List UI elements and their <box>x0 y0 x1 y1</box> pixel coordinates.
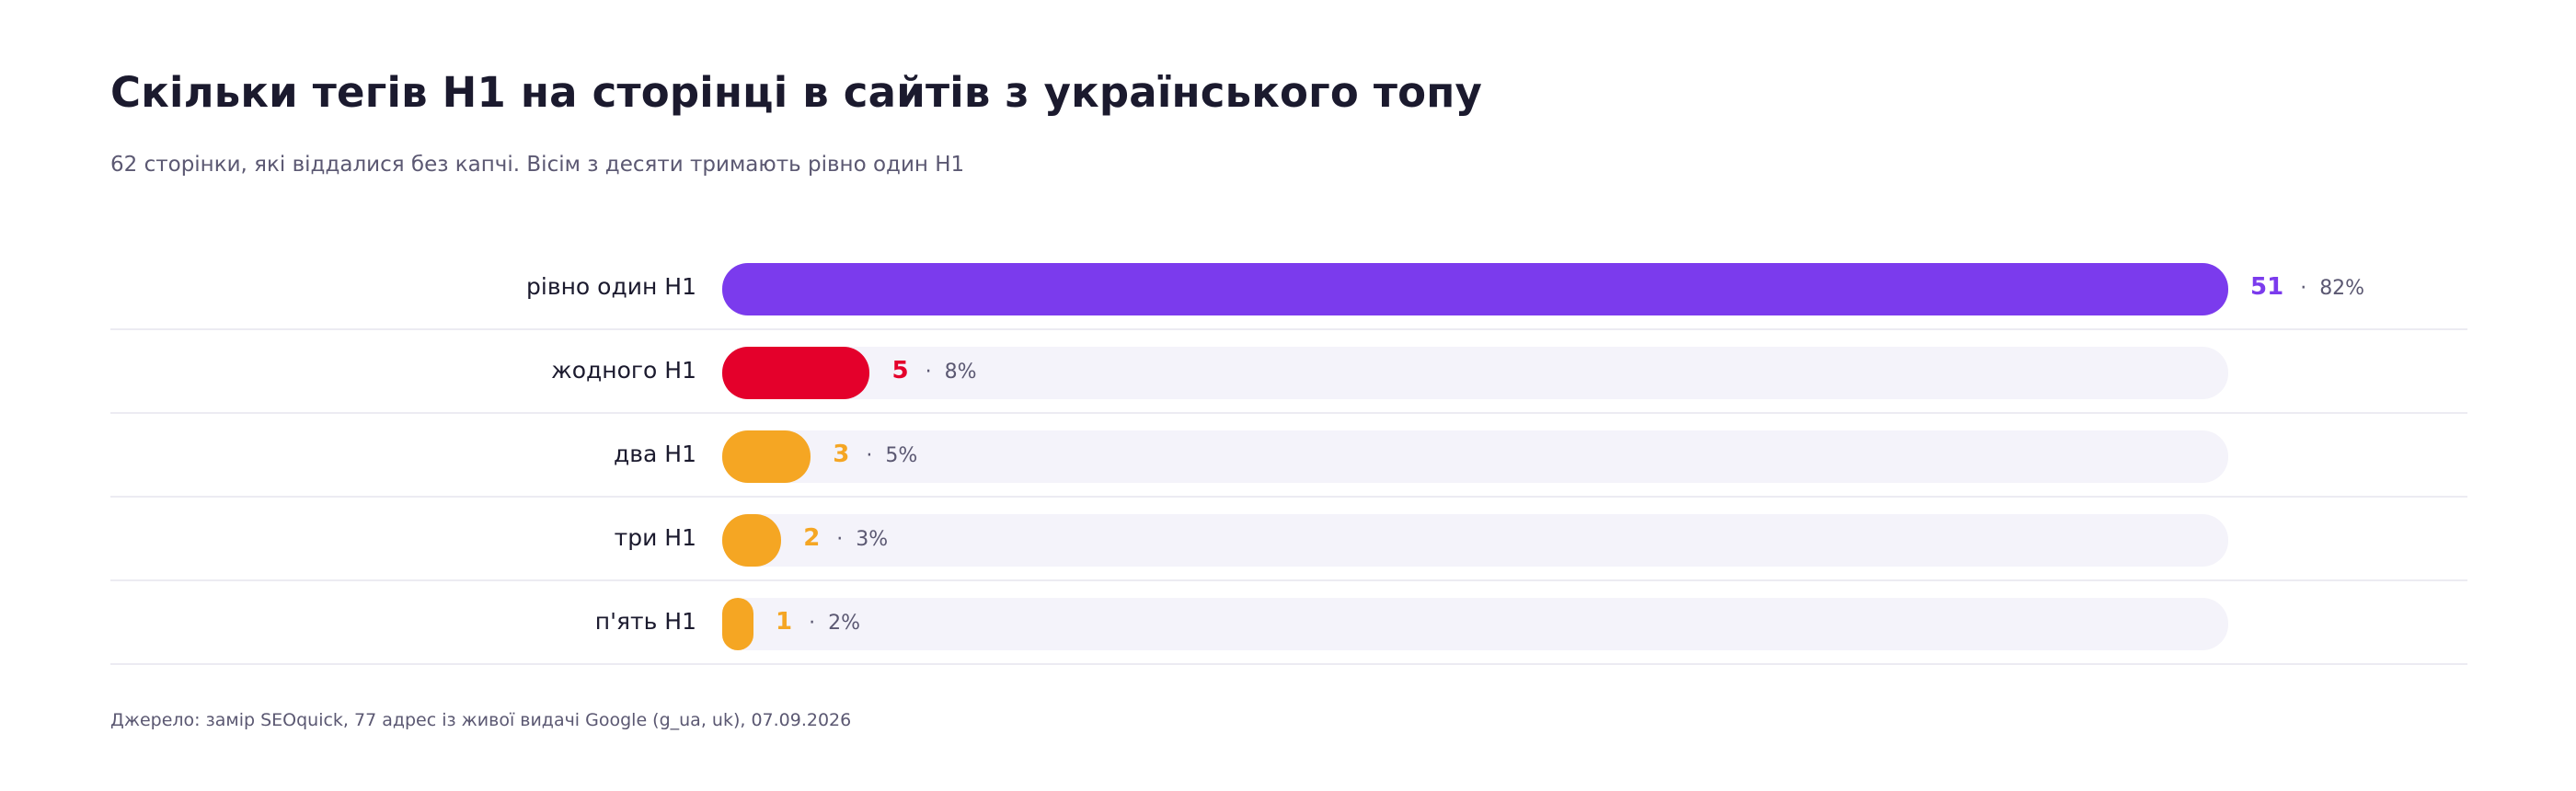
value-label: 3 · 5% <box>833 414 917 495</box>
value-label: 1 · 2% <box>776 581 860 662</box>
bar-row: жодного H1 5 · 8% <box>110 330 2467 414</box>
value-label: 5 · 8% <box>891 330 976 411</box>
value-label: 2 · 3% <box>803 498 888 579</box>
value-separator: · <box>809 612 816 635</box>
bar-track <box>722 598 2228 650</box>
value-percent: 82% <box>2319 277 2365 300</box>
value-separator: · <box>2300 277 2307 300</box>
bar <box>722 598 753 650</box>
value-separator: · <box>866 444 873 467</box>
source-note: Джерело: замір SEOquick, 77 адрес із жив… <box>110 710 852 730</box>
category-label: два H1 <box>614 441 696 467</box>
value-count: 5 <box>891 357 909 384</box>
bar-row: два H1 3 · 5% <box>110 414 2467 498</box>
chart-subtitle: 62 сторінки, які віддалися без капчі. Ві… <box>110 153 965 177</box>
bar <box>722 514 782 567</box>
value-label: 51 · 82% <box>2250 246 2364 327</box>
bar-row: три H1 2 · 3% <box>110 498 2467 581</box>
value-percent: 2% <box>828 612 860 635</box>
value-percent: 8% <box>944 361 977 384</box>
value-count: 3 <box>833 441 850 468</box>
bar <box>722 347 870 399</box>
category-label: жодного H1 <box>551 357 696 384</box>
value-count: 51 <box>2250 273 2284 301</box>
value-separator: · <box>836 528 844 551</box>
value-percent: 5% <box>885 444 918 467</box>
category-label: п'ять H1 <box>594 608 696 635</box>
bar-track <box>722 347 2228 399</box>
bar-row: п'ять H1 1 · 2% <box>110 581 2467 665</box>
value-count: 2 <box>803 524 821 552</box>
bar-chart: рівно один H1 51 · 82% жодного H1 5 · 8% два H1 3… <box>110 246 2467 665</box>
value-percent: 3% <box>856 528 889 551</box>
bar-track <box>722 430 2228 483</box>
value-count: 1 <box>776 608 793 636</box>
bar <box>722 430 811 483</box>
bar-track <box>722 514 2228 567</box>
bar <box>722 263 2228 315</box>
chart-page: Скільки тегів H1 на сторінці в сайтів з … <box>110 0 2467 791</box>
bar-row: рівно один H1 51 · 82% <box>110 246 2467 330</box>
value-separator: · <box>925 361 932 384</box>
category-label: три H1 <box>614 524 696 551</box>
chart-title: Скільки тегів H1 на сторінці в сайтів з … <box>110 68 1483 117</box>
category-label: рівно один H1 <box>526 273 696 300</box>
